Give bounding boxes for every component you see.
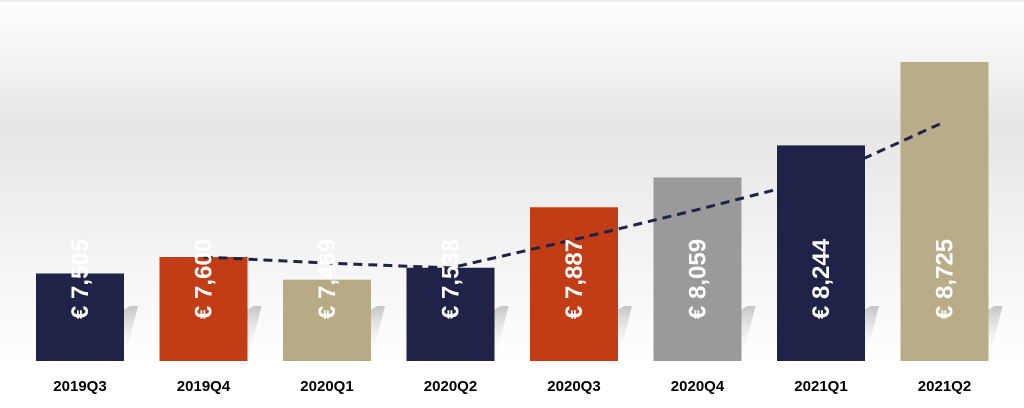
bar-2019Q3 [36, 273, 124, 361]
bar-2021Q1 [777, 145, 865, 361]
category-label: 2020Q3 [547, 378, 600, 395]
value-label: € 7,469 [314, 239, 341, 319]
value-label: € 7,887 [561, 239, 588, 319]
bars-group [36, 62, 989, 361]
bar-2020Q3 [530, 207, 618, 361]
category-labels-group: 2019Q3 2019Q4 2020Q1 2020Q2 2020Q3 2020Q4 2021… [53, 378, 971, 395]
category-label: 2019Q3 [53, 378, 106, 395]
value-label: € 8,059 [685, 239, 712, 319]
category-label: 2020Q2 [424, 378, 477, 395]
category-label: 2021Q1 [794, 378, 847, 395]
category-label: 2019Q4 [177, 378, 231, 395]
value-label: € 7,538 [438, 239, 465, 319]
bar-2019Q4 [159, 257, 248, 361]
category-label: 2020Q1 [300, 378, 353, 395]
trendline-group [203, 120, 946, 270]
value-labels-group: € 7,505 € 7,600 € 7,469 € 7,538 € 7,887 € 8,0… [67, 238, 959, 319]
value-label: € 7,505 [67, 239, 94, 319]
bar-2021Q2 [900, 62, 989, 361]
value-label: € 8,725 [932, 239, 959, 319]
bar-2020Q4 [653, 177, 742, 361]
chart-background [0, 0, 1024, 360]
trendline [203, 120, 946, 270]
bar-2020Q2 [406, 267, 495, 361]
category-label: 2021Q2 [918, 378, 971, 395]
value-label: € 8,244 [808, 238, 835, 319]
value-label: € 7,600 [191, 239, 218, 319]
bar-2020Q1 [283, 279, 371, 361]
category-label: 2020Q4 [671, 378, 725, 395]
